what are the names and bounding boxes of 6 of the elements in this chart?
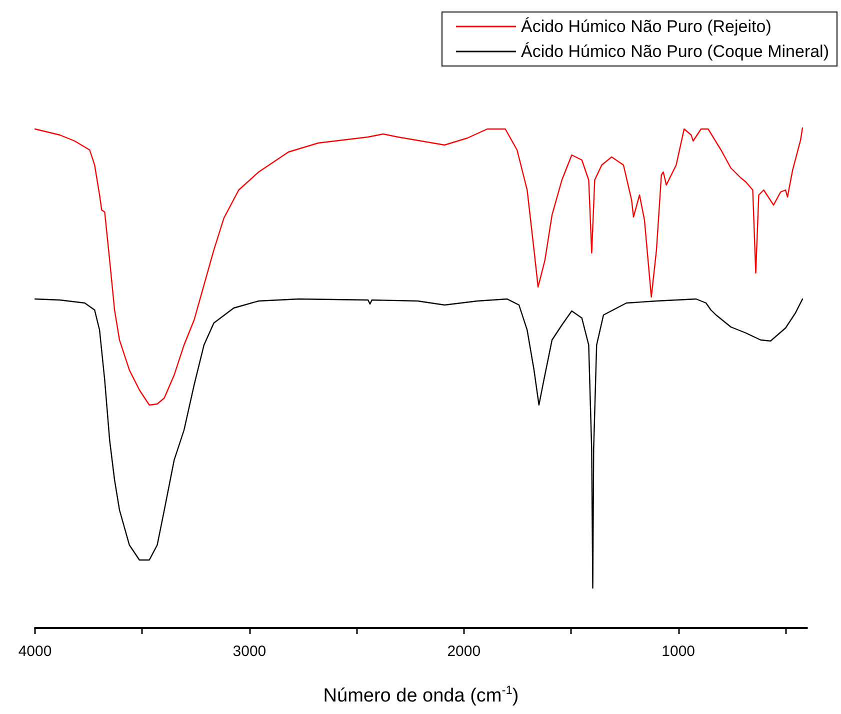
x-tick-label: 1000	[662, 643, 696, 660]
x-tick-label: 4000	[18, 643, 52, 660]
legend-label: Ácido Húmico Não Puro (Coque Mineral)	[520, 42, 830, 61]
legend-label: Ácido Húmico Não Puro (Rejeito)	[520, 17, 772, 36]
x-tick-label: 2000	[447, 643, 481, 660]
x-tick-label: 3000	[232, 643, 266, 660]
